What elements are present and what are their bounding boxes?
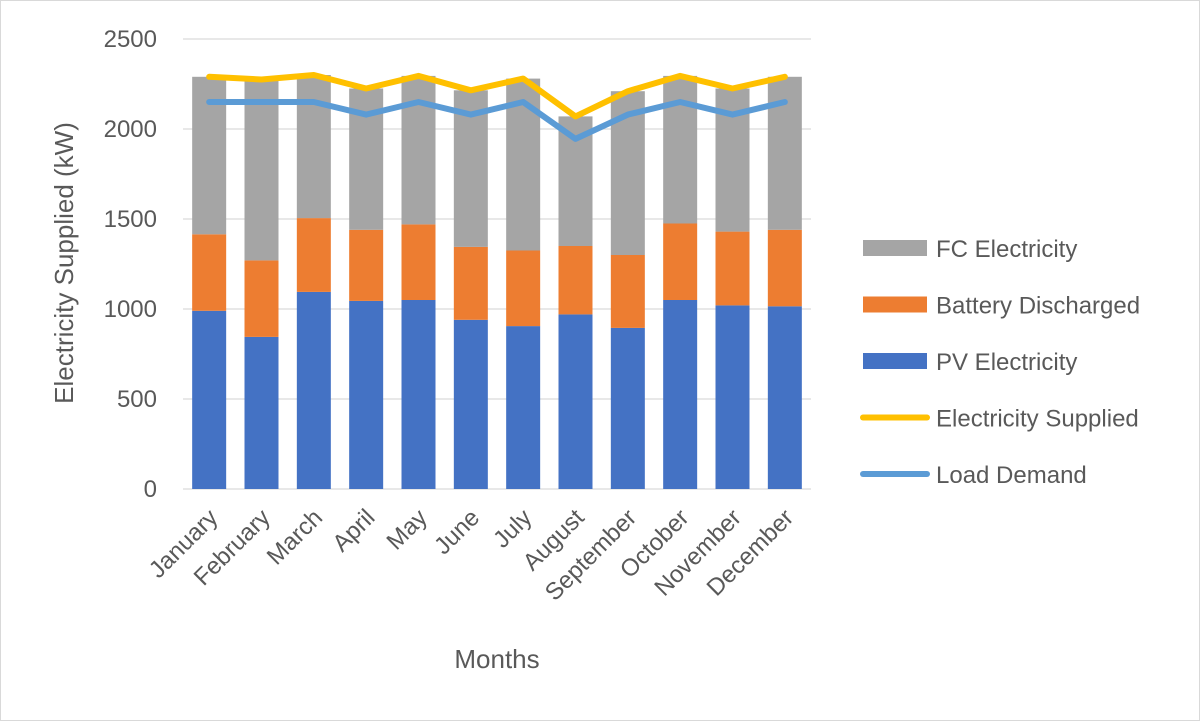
- bar-pv-electricity: [558, 314, 593, 489]
- bar-battery-discharged: [506, 250, 541, 327]
- x-tick-label: May: [382, 504, 433, 555]
- legend-label: FC Electricity: [936, 236, 1077, 263]
- lines: [206, 72, 788, 142]
- bar-battery-discharged: [296, 218, 331, 292]
- legend-label: Load Demand: [936, 462, 1087, 489]
- bar-pv-electricity: [349, 300, 384, 489]
- bar-pv-electricity: [610, 327, 645, 489]
- bar-battery-discharged: [558, 246, 593, 315]
- bar-pv-electricity: [192, 310, 227, 489]
- legend-item-electricity-supplied: Electricity Supplied: [860, 406, 1139, 433]
- bar-battery-discharged: [663, 223, 698, 300]
- legend-item-battery-discharged: Battery Discharged: [863, 293, 1140, 320]
- y-tick-label: 1500: [104, 206, 157, 233]
- bar-battery-discharged: [401, 224, 436, 300]
- bar-fc-electricity: [296, 75, 331, 219]
- y-tick-label: 2000: [104, 116, 157, 143]
- legend-item-fc-electricity: FC Electricity: [863, 236, 1077, 263]
- legend: FC Electricity Battery Discharged PV Elect…: [860, 236, 1140, 489]
- bar-battery-discharged: [192, 234, 227, 311]
- y-tick-label: 2500: [104, 26, 157, 53]
- bars: [192, 75, 802, 489]
- bar-pv-electricity: [401, 300, 436, 489]
- y-tick-label: 0: [144, 476, 157, 503]
- bar-pv-electricity: [767, 306, 802, 489]
- bar-fc-electricity: [244, 79, 279, 261]
- bar-battery-discharged: [453, 246, 488, 320]
- bar-battery-discharged: [610, 255, 645, 328]
- bar-pv-electricity: [453, 319, 488, 489]
- line-load-demand: [206, 99, 788, 142]
- bar-fc-electricity: [663, 75, 698, 224]
- y-tick-label: 1000: [104, 296, 157, 323]
- bar-pv-electricity: [506, 326, 541, 489]
- bar-pv-electricity: [663, 300, 698, 489]
- x-axis-title: Months: [454, 644, 539, 674]
- bar-pv-electricity: [296, 291, 331, 489]
- legend-item-load-demand: Load Demand: [860, 462, 1087, 489]
- x-tick-label: March: [262, 504, 328, 570]
- legend-swatch: [863, 353, 927, 369]
- bar-battery-discharged: [349, 229, 384, 301]
- legend-label: Battery Discharged: [936, 293, 1140, 320]
- bar-battery-discharged: [244, 260, 279, 337]
- bar-battery-discharged: [715, 231, 750, 306]
- y-axis-title: Electricity Supplied (kW): [49, 122, 79, 404]
- legend-label: Electricity Supplied: [936, 406, 1139, 433]
- bar-pv-electricity: [715, 305, 750, 489]
- legend-swatch: [863, 240, 927, 256]
- bar-pv-electricity: [244, 336, 279, 489]
- line-electricity-supplied: [206, 72, 788, 120]
- x-tick-label: June: [429, 504, 485, 560]
- legend-swatch: [863, 296, 927, 313]
- bar-fc-electricity: [401, 75, 436, 225]
- y-axis-ticks: 0 500 1000 1500 2000 2500: [104, 26, 157, 503]
- gridlines: [183, 38, 811, 490]
- legend-label: PV Electricity: [936, 349, 1077, 376]
- bar-battery-discharged: [767, 229, 802, 307]
- x-tick-label: April: [327, 504, 380, 557]
- legend-item-pv-electricity: PV Electricity: [863, 349, 1077, 376]
- y-tick-label: 500: [117, 386, 157, 413]
